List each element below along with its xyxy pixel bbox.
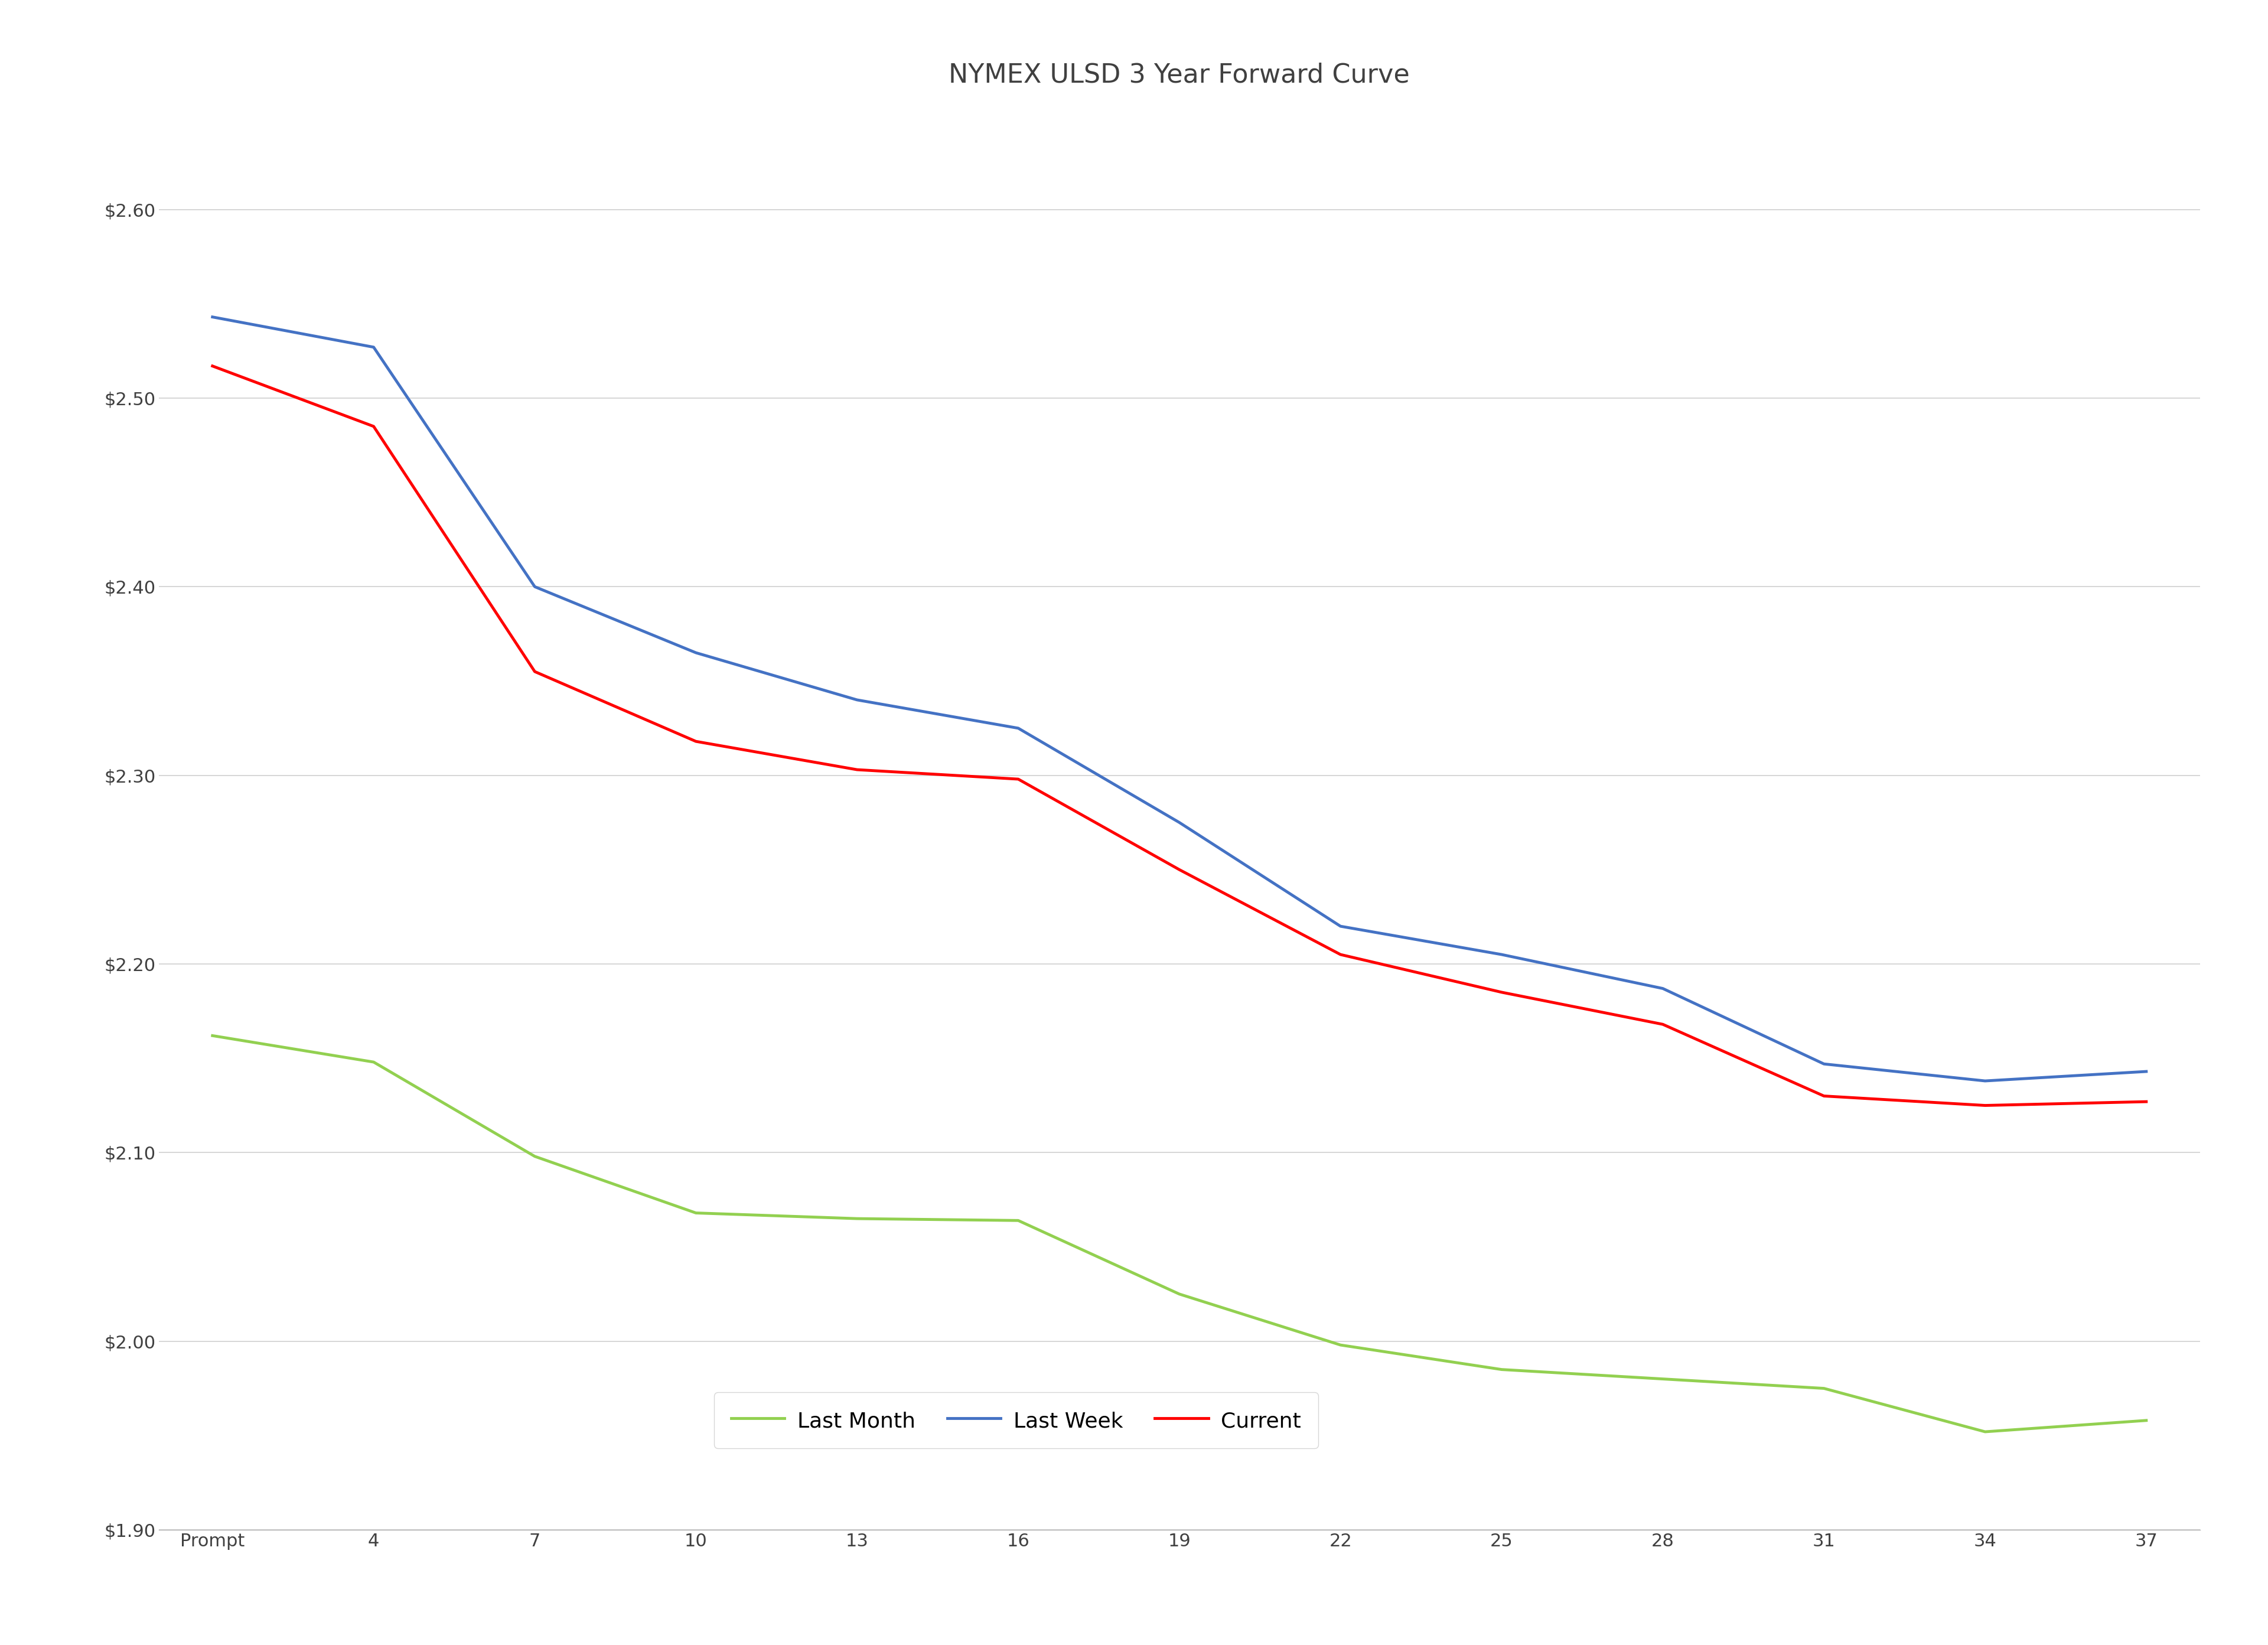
Current xyxy=(1649,1015,1676,1035)
Line: Current: Current xyxy=(213,367,2146,1105)
Last Week xyxy=(683,643,710,663)
Last Week xyxy=(2132,1061,2159,1081)
Last Week xyxy=(1327,916,1354,936)
Legend: Last Month, Last Week, Current: Last Month, Last Week, Current xyxy=(714,1392,1318,1449)
Line: Last Month: Last Month xyxy=(213,1036,2146,1431)
Last Month xyxy=(844,1209,871,1229)
Last Month xyxy=(200,1026,227,1046)
Last Week xyxy=(200,308,227,327)
Last Month xyxy=(1810,1379,1837,1398)
Last Month xyxy=(1005,1211,1032,1230)
Current xyxy=(1005,770,1032,790)
Current xyxy=(1166,860,1193,880)
Current xyxy=(844,760,871,780)
Last Week xyxy=(1649,979,1676,999)
Current xyxy=(200,357,227,377)
Last Week xyxy=(1005,719,1032,739)
Last Week xyxy=(361,337,388,357)
Last Month xyxy=(1649,1369,1676,1388)
Last Month xyxy=(1166,1285,1193,1304)
Last Week xyxy=(1971,1071,1998,1091)
Last Month xyxy=(522,1147,549,1166)
Last Month xyxy=(2132,1410,2159,1430)
Last Week xyxy=(1488,944,1515,964)
Current xyxy=(1810,1086,1837,1105)
Current xyxy=(522,661,549,681)
Current xyxy=(1327,944,1354,964)
Current xyxy=(2132,1092,2159,1112)
Last Week xyxy=(522,577,549,597)
Current xyxy=(361,416,388,436)
Last Week xyxy=(844,689,871,709)
Last Month xyxy=(361,1053,388,1073)
Last Month xyxy=(1488,1360,1515,1380)
Last Month xyxy=(683,1202,710,1222)
Last Month xyxy=(1971,1421,1998,1441)
Last Week xyxy=(1810,1054,1837,1074)
Title: NYMEX ULSD 3 Year Forward Curve: NYMEX ULSD 3 Year Forward Curve xyxy=(948,63,1411,87)
Line: Last Week: Last Week xyxy=(213,317,2146,1081)
Current xyxy=(1971,1096,1998,1115)
Last Week xyxy=(1166,813,1193,832)
Last Month xyxy=(1327,1336,1354,1355)
Current xyxy=(683,732,710,752)
Current xyxy=(1488,982,1515,1002)
